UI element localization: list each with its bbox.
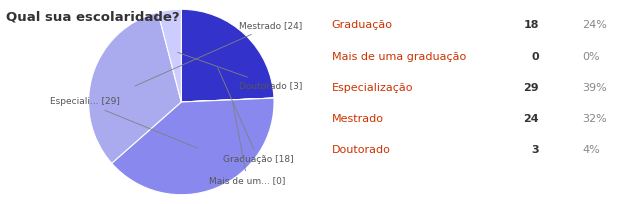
Text: 32%: 32% — [582, 114, 607, 124]
Text: Especiali... [29]: Especiali... [29] — [49, 98, 198, 148]
Text: Mais de um... [0]: Mais de um... [0] — [209, 103, 285, 185]
Text: 39%: 39% — [582, 83, 607, 93]
Text: Qual sua escolaridade?: Qual sua escolaridade? — [6, 10, 180, 23]
Text: 0%: 0% — [582, 52, 600, 62]
Text: Graduação [18]: Graduação [18] — [218, 68, 294, 164]
Text: Mestrado [24]: Mestrado [24] — [135, 21, 302, 86]
Wedge shape — [111, 98, 274, 195]
Text: 29: 29 — [523, 83, 539, 93]
Wedge shape — [88, 12, 182, 163]
Text: 24%: 24% — [582, 20, 607, 30]
Wedge shape — [182, 9, 274, 102]
Text: Graduação: Graduação — [332, 20, 393, 30]
Wedge shape — [158, 9, 182, 102]
Text: 24: 24 — [523, 114, 539, 124]
Text: 4%: 4% — [582, 145, 600, 155]
Text: Mais de uma graduação: Mais de uma graduação — [332, 52, 466, 62]
Wedge shape — [182, 98, 274, 102]
Text: Especialização: Especialização — [332, 83, 413, 93]
Text: 18: 18 — [523, 20, 539, 30]
Text: Mestrado: Mestrado — [332, 114, 384, 124]
Text: 0: 0 — [531, 52, 539, 62]
Text: Doutorado: Doutorado — [332, 145, 391, 155]
Text: Doutorado [3]: Doutorado [3] — [177, 52, 302, 90]
Text: 3: 3 — [531, 145, 539, 155]
